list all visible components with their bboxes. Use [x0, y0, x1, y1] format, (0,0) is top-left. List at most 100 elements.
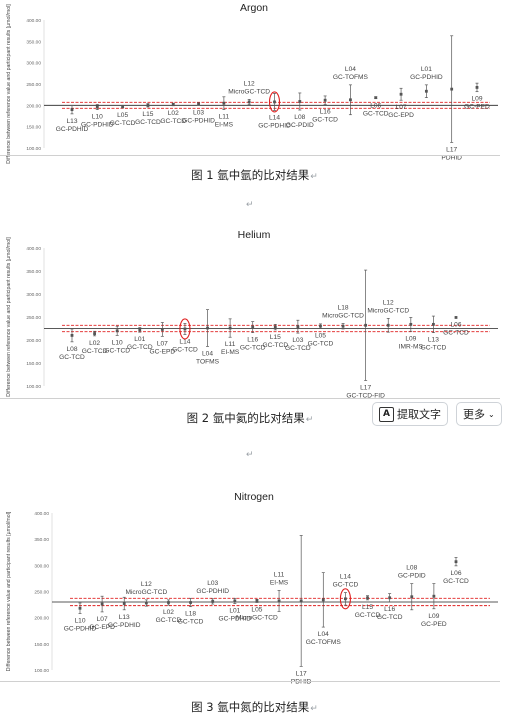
- data-point: [298, 100, 302, 103]
- data-point: [78, 606, 82, 610]
- point-method-label: GC-TCD: [333, 582, 359, 589]
- data-point: [450, 87, 454, 91]
- data-point: [251, 325, 255, 329]
- point-lab-label: L02: [163, 609, 174, 616]
- point-lab-label: L08: [406, 565, 417, 572]
- data-point: [399, 92, 403, 96]
- data-point: [206, 326, 209, 330]
- y-tick-label: 300.00: [34, 563, 49, 569]
- point-lab-label: L10: [92, 114, 103, 121]
- point-lab-label: L15: [362, 604, 373, 611]
- point-method-label: GC-TCD: [172, 346, 198, 353]
- point-lab-label: L17: [446, 146, 457, 153]
- point-method-label: MicroGC-TCD: [322, 312, 364, 319]
- point-method-label: GC-PDHID: [258, 122, 291, 129]
- data-point: [319, 324, 322, 328]
- point-lab-label: L05: [315, 333, 326, 340]
- point-lab-label: L11: [219, 114, 230, 121]
- point-lab-label: L13: [66, 118, 77, 125]
- point-method-label: GC-TCD-FID: [346, 392, 385, 399]
- figure-caption-2-text: 图 2 氩中氦的比对结果: [186, 411, 305, 425]
- point-lab-label: L17: [360, 384, 371, 391]
- chart-argon-svg: Argon Difference between reference value …: [6, 2, 498, 164]
- point-method-label: GC-TCD: [82, 348, 108, 355]
- point-method-label: MicroGC-TCD: [236, 614, 278, 621]
- data-point: [277, 599, 281, 603]
- point-method-label: GC-PDHID: [81, 122, 114, 129]
- data-point: [432, 594, 436, 598]
- point-method-label: GC-EPD: [388, 112, 414, 119]
- y-tick-label: 100.00: [26, 384, 41, 390]
- chart-nitrogen: Nitrogen Difference between reference val…: [0, 484, 509, 685]
- point-method-label: GC-PED: [421, 621, 447, 628]
- data-point: [115, 329, 119, 333]
- point-lab-label: L11: [274, 571, 285, 578]
- point-method-label: GC-TCD: [135, 119, 161, 126]
- point-lab-label: L06: [450, 321, 461, 328]
- point-method-label: GC-TOFMS: [306, 639, 342, 646]
- point-method-label: GC-PDHID: [219, 616, 252, 623]
- point-lab-label: L04: [202, 350, 213, 357]
- chart-argon: Argon Difference between reference value …: [0, 0, 509, 164]
- point-method-label: GC-TCD: [240, 345, 266, 352]
- data-point: [364, 323, 368, 327]
- point-lab-label: L01: [229, 608, 240, 615]
- point-lab-label: L15: [142, 111, 153, 118]
- point-lab-label: L03: [207, 580, 218, 587]
- point-method-label: EI-MS: [215, 122, 234, 129]
- point-lab-label: L14: [340, 574, 351, 581]
- point-method-label: EI-MS: [221, 349, 240, 356]
- point-method-label: GC-TCD: [308, 341, 334, 348]
- return-mark: ↵: [310, 704, 318, 714]
- point-lab-label: L09: [405, 335, 416, 342]
- point-method-label: GC-EPD: [150, 348, 176, 355]
- return-mark: ↵: [310, 172, 318, 182]
- more-button[interactable]: 更多 ⌄: [456, 402, 502, 426]
- data-point: [70, 108, 74, 111]
- point-lab-label: L17: [296, 670, 307, 677]
- point-lab-label: L16: [247, 337, 258, 344]
- figure-caption-1: 图 1 氩中氩的比对结果↵: [0, 167, 509, 183]
- point-method-label: GC-EPD: [89, 624, 115, 631]
- point-method-label: GC-TCD: [443, 578, 469, 585]
- point-method-label: GC-TCD: [160, 118, 186, 125]
- point-lab-label: L08: [66, 346, 77, 353]
- point-method-label: GC-PDHID: [56, 126, 89, 133]
- data-point: [197, 102, 200, 106]
- point-method-label: MicroGC-TCD: [228, 88, 270, 95]
- y-axis-label: Difference between reference value and p…: [6, 511, 12, 671]
- data-point: [167, 601, 170, 604]
- data-point: [211, 600, 215, 603]
- point-method-label: GC-TCD: [59, 354, 85, 361]
- point-method-label: IMR-MS: [399, 343, 424, 350]
- data-point: [95, 105, 99, 109]
- extract-text-button[interactable]: A 提取文字: [372, 402, 448, 426]
- data-point: [122, 602, 126, 605]
- data-point: [366, 596, 369, 600]
- point-lab-label: L14: [179, 338, 190, 345]
- data-point: [321, 598, 325, 602]
- data-point: [388, 596, 392, 600]
- point-method-label: GC-PDID: [286, 122, 314, 129]
- data-point: [341, 324, 345, 328]
- chart-title: Helium: [238, 229, 271, 241]
- point-method-label: MicroGC-TCD: [367, 307, 409, 314]
- data-point: [222, 101, 226, 105]
- point-lab-label: L02: [89, 340, 100, 347]
- y-tick-label: 300.00: [26, 292, 41, 298]
- highlight-circle: [268, 91, 281, 113]
- point-method-label: GC-TCD: [110, 120, 136, 127]
- y-tick-label: 400.00: [26, 18, 41, 24]
- point-lab-label: L07: [157, 340, 168, 347]
- y-tick-label: 250.00: [34, 590, 49, 596]
- point-lab-label: L03: [292, 337, 303, 344]
- point-lab-label: L13: [119, 614, 130, 621]
- data-point: [138, 328, 142, 332]
- data-point: [70, 334, 74, 337]
- point-method-label: GC-PDHID: [196, 588, 229, 595]
- data-point: [410, 595, 414, 599]
- chart-title: Nitrogen: [234, 491, 274, 503]
- point-lab-label: L16: [384, 606, 395, 613]
- data-point: [146, 103, 150, 107]
- y-tick-label: 200.00: [26, 103, 41, 109]
